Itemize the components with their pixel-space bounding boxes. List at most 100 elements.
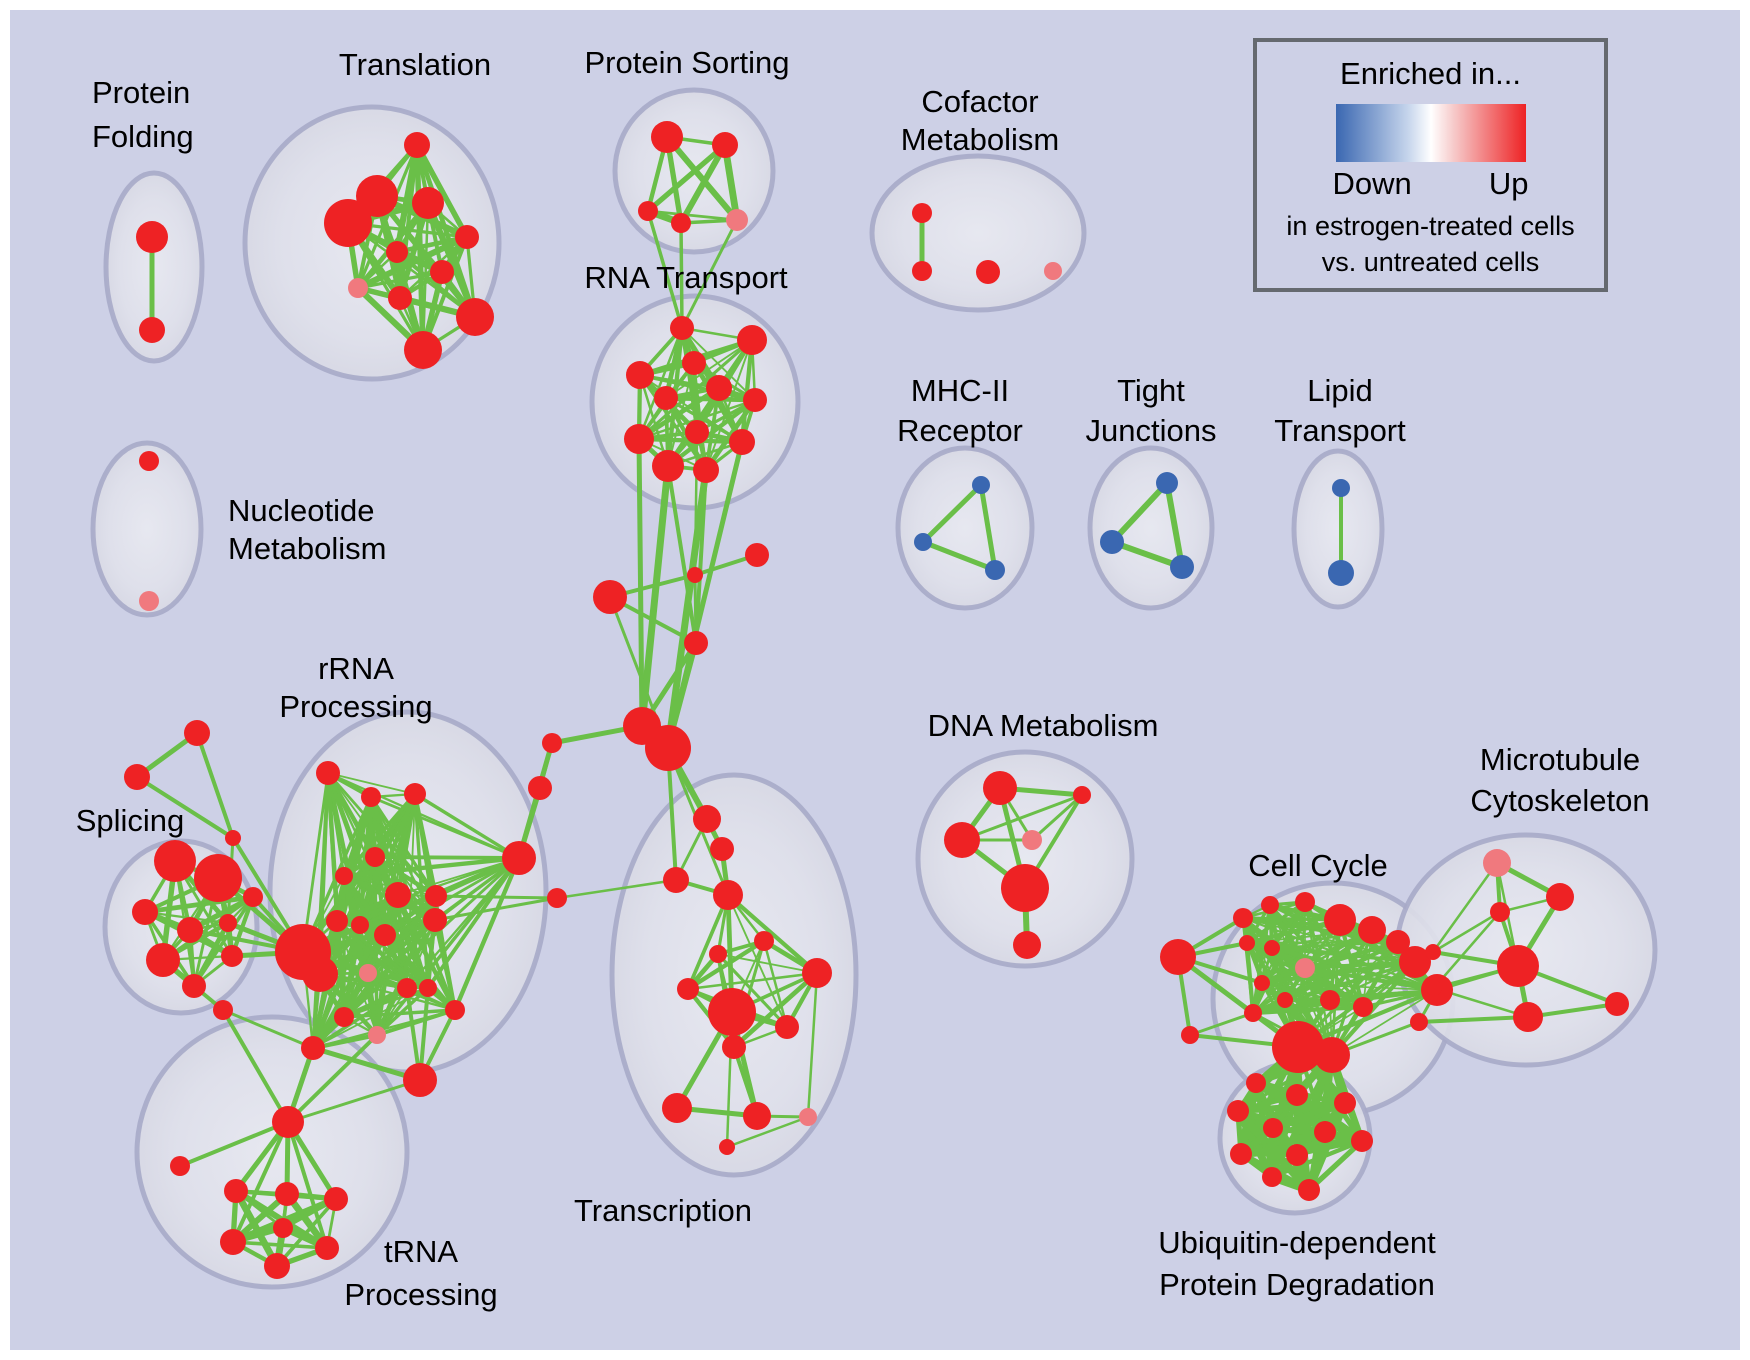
network-node-lp1: [1328, 560, 1354, 586]
network-node-tx7: [802, 958, 832, 988]
network-node-cf1: [912, 261, 932, 281]
network-edge: [342, 792, 417, 878]
network-edge: [1250, 1004, 1366, 1016]
network-edge: [1431, 910, 1502, 954]
network-node-pf0: [136, 221, 168, 253]
network-node-mt1: [1546, 883, 1574, 911]
network-node-mh1: [914, 533, 932, 551]
network-node-tx10: [722, 1035, 746, 1059]
cluster-label-rna-transport: RNA Transport: [584, 260, 788, 295]
legend-caption-line2: vs. untreated cells: [1321, 247, 1540, 277]
network-edge: [637, 326, 684, 441]
network-edge: [334, 918, 347, 1020]
network-edge: [1030, 793, 1084, 842]
network-node-tn3: [275, 1182, 299, 1206]
legend-caption-line1: in estrogen-treated cells: [1286, 211, 1575, 241]
network-node-sp1: [194, 854, 242, 902]
network-edge: [301, 771, 330, 954]
network-edge: [806, 971, 819, 1119]
network-node-tl9: [456, 298, 494, 336]
network-node-rt2: [682, 351, 706, 375]
network-edge: [413, 792, 521, 860]
network-node-tx13: [799, 1108, 817, 1126]
network-edge: [375, 856, 521, 1037]
network-node-sp4: [219, 914, 237, 932]
network-edge: [1432, 910, 1502, 990]
network-edge: [638, 462, 672, 730]
network-edge: [414, 142, 470, 240]
network-edge: [920, 539, 998, 573]
network-node-dn1: [1073, 786, 1091, 804]
network-node-tl2: [412, 187, 444, 219]
network-node-kn2: [1410, 1013, 1428, 1031]
network-node-cc4: [1295, 892, 1315, 912]
network-node-rt8: [685, 420, 709, 444]
cluster-label-dna-metabolism: DNA Metabolism: [928, 708, 1159, 743]
network-edge: [1270, 946, 1439, 992]
network-edge: [1270, 928, 1374, 950]
network-node-rr16: [368, 1026, 386, 1044]
network-node-lp0: [1332, 479, 1350, 497]
cluster-ellipse-trna-processing: [134, 1014, 410, 1290]
network-node-rr6: [335, 867, 353, 885]
network-node-br3: [745, 543, 769, 567]
network-node-mx0: [213, 1000, 233, 1020]
network-edge: [195, 731, 235, 840]
network-node-ub10: [1262, 1167, 1282, 1187]
network-node-rr20: [547, 888, 567, 908]
network-edge: [286, 1033, 379, 1124]
network-node-rr12: [425, 885, 447, 907]
network-node-rt1: [737, 325, 767, 355]
network-node-tn2: [224, 1179, 248, 1203]
network-node-tx0: [693, 805, 721, 833]
network-edge: [221, 1008, 315, 1050]
network-node-pf1: [139, 317, 165, 343]
cluster-ellipse-dna-metabolism: [915, 749, 1135, 969]
network-node-br8: [528, 776, 552, 800]
network-edge: [1109, 480, 1170, 545]
network-edge: [311, 986, 409, 1050]
network-edge: [336, 919, 436, 922]
network-edge: [646, 209, 684, 330]
network-node-tl3: [324, 199, 372, 247]
network-node-cc12: [1295, 958, 1315, 978]
network-edge: [327, 772, 416, 795]
cluster-label-trna-processing: tRNA Processing: [344, 1234, 497, 1312]
network-node-cc2: [1233, 908, 1253, 928]
legend: Enriched in... Down Up in estrogen-treat…: [1253, 38, 1608, 292]
network-node-rr8: [351, 916, 369, 934]
cluster-label-protein-sorting: Protein Sorting: [584, 45, 789, 80]
network-node-ub11: [1298, 1179, 1320, 1201]
cluster-label-protein-folding: Protein Folding: [92, 75, 194, 154]
network-node-rr4: [404, 783, 426, 805]
network-node-cc16: [1353, 997, 1373, 1017]
network-edge: [346, 221, 425, 352]
network-node-sp7: [221, 945, 243, 967]
cluster-label-splicing: Splicing: [76, 803, 185, 838]
network-edge: [335, 919, 457, 1012]
network-edge: [231, 1120, 290, 1244]
network-node-tg2: [225, 830, 241, 846]
network-node-tl8: [388, 286, 412, 310]
cluster-label-nucleotide-metabolism: Nucleotide Metabolism: [228, 493, 387, 566]
network-node-rt6: [743, 388, 767, 412]
network-node-sp6: [182, 974, 206, 998]
network-edge: [1270, 946, 1417, 964]
network-edge: [978, 482, 998, 573]
cluster-label-mhc-ii-receptor: MHC-II Receptor: [897, 373, 1023, 448]
network-node-cc18: [1272, 1021, 1324, 1073]
network-edge: [704, 386, 721, 472]
network-node-rr5: [365, 847, 385, 867]
network-node-cf3: [1044, 262, 1062, 280]
network-node-tj1: [1100, 530, 1124, 554]
network-edge: [1302, 965, 1440, 993]
network-node-sp2: [132, 899, 158, 925]
network-node-ub7: [1351, 1130, 1373, 1152]
network-node-tj0: [1156, 472, 1178, 494]
network-edge: [694, 468, 708, 645]
network-node-br7: [542, 733, 562, 753]
network-node-tl7: [348, 278, 368, 298]
legend-axis-labels: Down Up: [1333, 166, 1529, 202]
network-edge: [677, 141, 729, 227]
network-node-mt4: [1513, 1002, 1543, 1032]
